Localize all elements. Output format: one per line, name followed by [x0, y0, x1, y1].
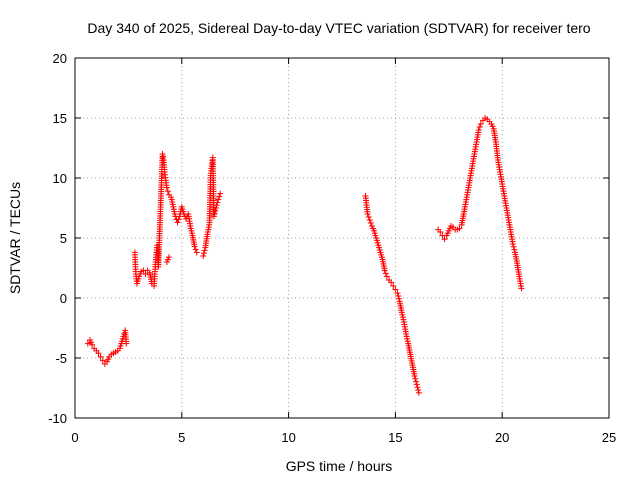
data-point-fill — [160, 154, 167, 160]
x-tick-label: 5 — [178, 430, 185, 445]
data-point-fill — [192, 246, 199, 253]
data-point — [123, 340, 130, 347]
data-point — [388, 279, 395, 286]
y-tick-label: 20 — [53, 51, 67, 66]
data-point-fill — [175, 216, 182, 223]
data-point — [212, 205, 219, 211]
y-tick-label: -10 — [48, 411, 67, 426]
data-point-fill — [213, 202, 220, 209]
data-point — [217, 190, 224, 197]
data-point — [518, 285, 525, 292]
y-tick-label: 15 — [53, 111, 67, 126]
y-tick-label: 0 — [60, 291, 67, 306]
chart-title: Day 340 of 2025, Sidereal Day-to-day VTE… — [87, 20, 590, 36]
data-point-fill — [511, 246, 518, 253]
data-point — [210, 213, 217, 220]
x-tick-label: 15 — [388, 430, 402, 445]
data-point-fill — [414, 384, 421, 391]
y-tick-label: 10 — [53, 171, 67, 186]
data-point — [193, 249, 200, 256]
data-point — [89, 341, 96, 348]
data-point — [97, 353, 104, 360]
data-point — [364, 211, 371, 217]
data-point — [142, 271, 149, 277]
data-point — [99, 357, 106, 364]
y-tick-label: 5 — [60, 231, 67, 246]
grid — [75, 58, 609, 418]
axis-ticks: 0 5 10 15 20 25 -10 -5 0 5 10 15 20 — [48, 51, 616, 445]
data-point — [381, 267, 388, 274]
data-point — [200, 253, 207, 259]
data-point-fill — [367, 220, 374, 226]
y-tick-label: -5 — [55, 351, 67, 366]
data-point-fill — [365, 214, 372, 220]
y-axis-label: SDTVAR / TECUs — [7, 182, 23, 294]
data-point-fill — [212, 207, 219, 214]
data-point — [415, 389, 422, 396]
data-point-fill — [200, 250, 207, 257]
data-point-fill — [216, 193, 223, 200]
data-point-fill — [201, 247, 208, 254]
data-point — [366, 217, 373, 223]
data-point — [509, 241, 516, 247]
data-point — [215, 196, 222, 203]
data-point-fill — [395, 295, 402, 302]
x-tick-label: 25 — [602, 430, 616, 445]
data-point — [191, 243, 198, 250]
data-points — [84, 115, 525, 396]
data-point-fill — [395, 293, 402, 299]
data-point — [394, 290, 401, 297]
x-tick-label: 0 — [71, 430, 78, 445]
data-point — [437, 229, 444, 235]
x-tick-label: 10 — [281, 430, 295, 445]
data-point — [159, 151, 166, 157]
data-point — [383, 273, 390, 280]
data-point — [413, 381, 420, 388]
data-point-fill — [510, 243, 517, 250]
data-point-fill — [382, 270, 389, 277]
data-point — [411, 373, 418, 379]
data-point-fill — [214, 199, 221, 206]
data-point-fill — [476, 124, 483, 130]
data-point — [390, 283, 397, 289]
data-point — [392, 286, 399, 293]
data-point — [164, 188, 171, 195]
x-axis-label: GPS time / hours — [286, 458, 393, 474]
data-point — [475, 127, 482, 133]
data-point — [174, 219, 181, 226]
data-point — [84, 340, 91, 347]
data-point — [477, 121, 484, 127]
x-tick-label: 20 — [495, 430, 509, 445]
data-point-fill — [412, 375, 419, 382]
data-point — [165, 254, 172, 261]
data-point — [441, 236, 448, 243]
data-point — [456, 225, 463, 232]
data-point — [95, 350, 102, 357]
data-point-fill — [415, 387, 422, 393]
data-point — [163, 184, 170, 191]
data-point-fill — [413, 378, 420, 385]
data-point-fill — [211, 210, 218, 217]
